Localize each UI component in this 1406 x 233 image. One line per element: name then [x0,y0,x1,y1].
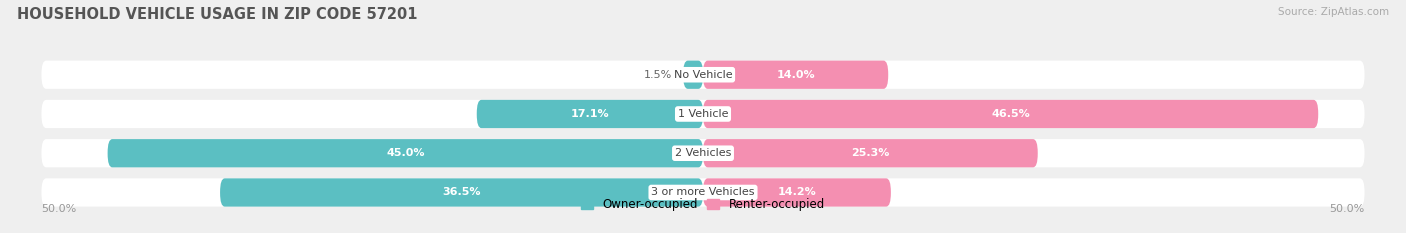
FancyBboxPatch shape [703,61,889,89]
FancyBboxPatch shape [41,61,1365,89]
Text: 1.5%: 1.5% [644,70,672,80]
FancyBboxPatch shape [41,100,1365,128]
Text: 14.2%: 14.2% [778,188,817,198]
Text: 14.0%: 14.0% [776,70,815,80]
FancyBboxPatch shape [477,100,703,128]
FancyBboxPatch shape [683,61,703,89]
Text: 3 or more Vehicles: 3 or more Vehicles [651,188,755,198]
Text: 46.5%: 46.5% [991,109,1031,119]
FancyBboxPatch shape [703,178,891,207]
FancyBboxPatch shape [703,100,1319,128]
Text: 17.1%: 17.1% [571,109,609,119]
Text: No Vehicle: No Vehicle [673,70,733,80]
Text: 1 Vehicle: 1 Vehicle [678,109,728,119]
Text: 25.3%: 25.3% [851,148,890,158]
FancyBboxPatch shape [221,178,703,207]
Text: HOUSEHOLD VEHICLE USAGE IN ZIP CODE 57201: HOUSEHOLD VEHICLE USAGE IN ZIP CODE 5720… [17,7,418,22]
Text: 45.0%: 45.0% [387,148,425,158]
Text: 50.0%: 50.0% [1329,205,1365,214]
Legend: Owner-occupied, Renter-occupied: Owner-occupied, Renter-occupied [576,193,830,216]
FancyBboxPatch shape [703,139,1038,167]
FancyBboxPatch shape [108,139,703,167]
FancyBboxPatch shape [41,178,1365,207]
Text: 50.0%: 50.0% [41,205,77,214]
Text: Source: ZipAtlas.com: Source: ZipAtlas.com [1278,7,1389,17]
Text: 2 Vehicles: 2 Vehicles [675,148,731,158]
FancyBboxPatch shape [41,139,1365,167]
Text: 36.5%: 36.5% [443,188,481,198]
